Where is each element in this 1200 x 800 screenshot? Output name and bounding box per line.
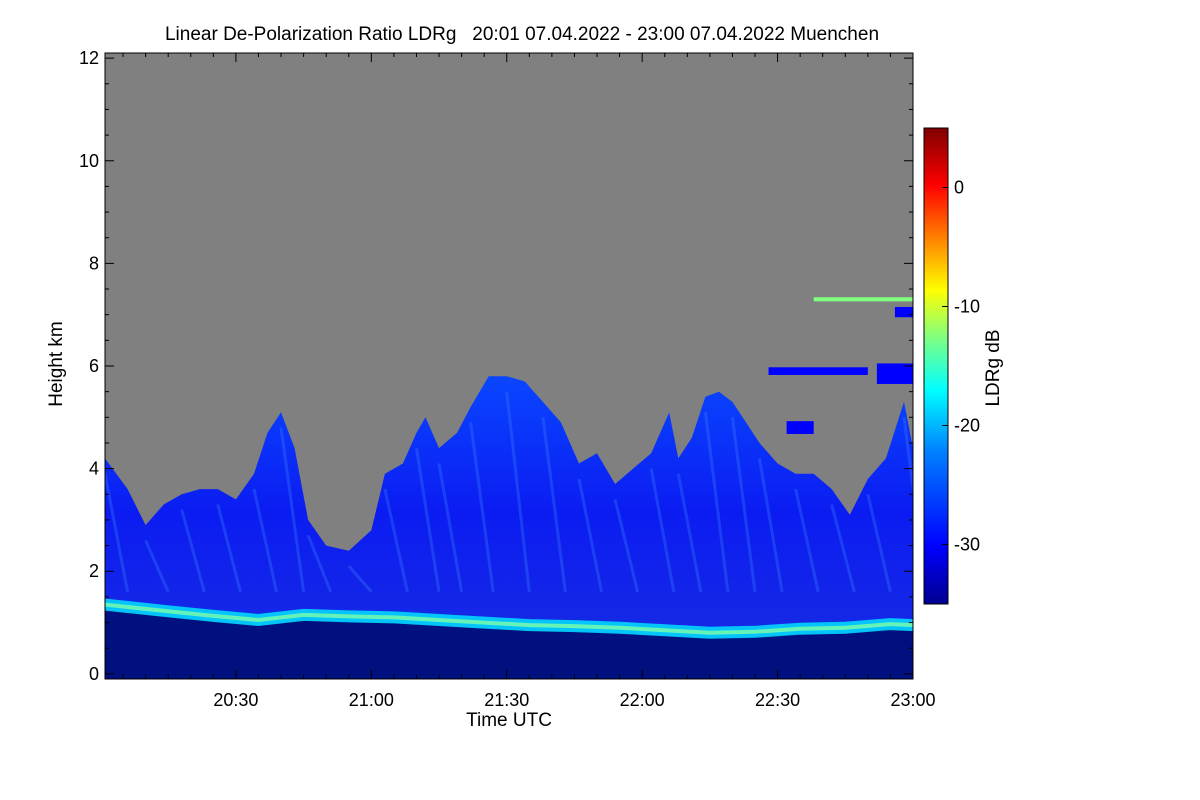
x-tick-label: 21:30 xyxy=(484,690,529,710)
elevated-layer xyxy=(813,297,913,302)
colorbar-tick-label: -30 xyxy=(954,535,980,555)
y-tick-label: 2 xyxy=(89,561,99,581)
x-tick-label: 22:30 xyxy=(755,690,800,710)
elevated-layer xyxy=(894,306,913,318)
plot-area xyxy=(105,53,913,679)
x-axis: 20:30 21:00 21:30 22:00 22:30 23:00 xyxy=(122,53,936,710)
y-tick-label: 12 xyxy=(79,48,99,68)
x-tick-label: 22:00 xyxy=(620,690,665,710)
colorbar-label: LDRg dB xyxy=(983,329,1004,406)
elevated-layer xyxy=(768,367,868,375)
y-tick-label: 8 xyxy=(89,253,99,273)
cloud-streaks xyxy=(105,391,913,593)
x-axis-label: Time UTC xyxy=(466,710,552,731)
elevated-layers xyxy=(768,297,913,434)
y-axis: 0 2 4 6 8 10 12 xyxy=(79,48,913,684)
colorbar xyxy=(923,127,949,605)
chart-title: Linear De-Polarization Ratio LDRg 20:01 … xyxy=(165,24,879,45)
x-tick-label: 21:00 xyxy=(349,690,394,710)
y-tick-label: 6 xyxy=(89,356,99,376)
elevated-layer xyxy=(876,363,913,384)
x-tick-label: 23:00 xyxy=(890,690,935,710)
colorbar-axis: 0 -10 -20 -30 xyxy=(942,178,980,555)
colorbar-tick-label: 0 xyxy=(954,178,964,198)
y-axis-label: Height km xyxy=(46,321,67,407)
y-tick-label: 4 xyxy=(89,459,99,479)
y-tick-label: 0 xyxy=(89,664,99,684)
colorbar-tick-label: -20 xyxy=(954,416,980,436)
colorbar-tick-label: -10 xyxy=(954,297,980,317)
boundary-layer xyxy=(105,609,913,679)
y-tick-label: 10 xyxy=(79,151,99,171)
cloud-region xyxy=(105,376,913,679)
x-tick-label: 20:30 xyxy=(213,690,258,710)
bright-layer-core xyxy=(105,602,913,635)
elevated-layer xyxy=(786,421,814,434)
